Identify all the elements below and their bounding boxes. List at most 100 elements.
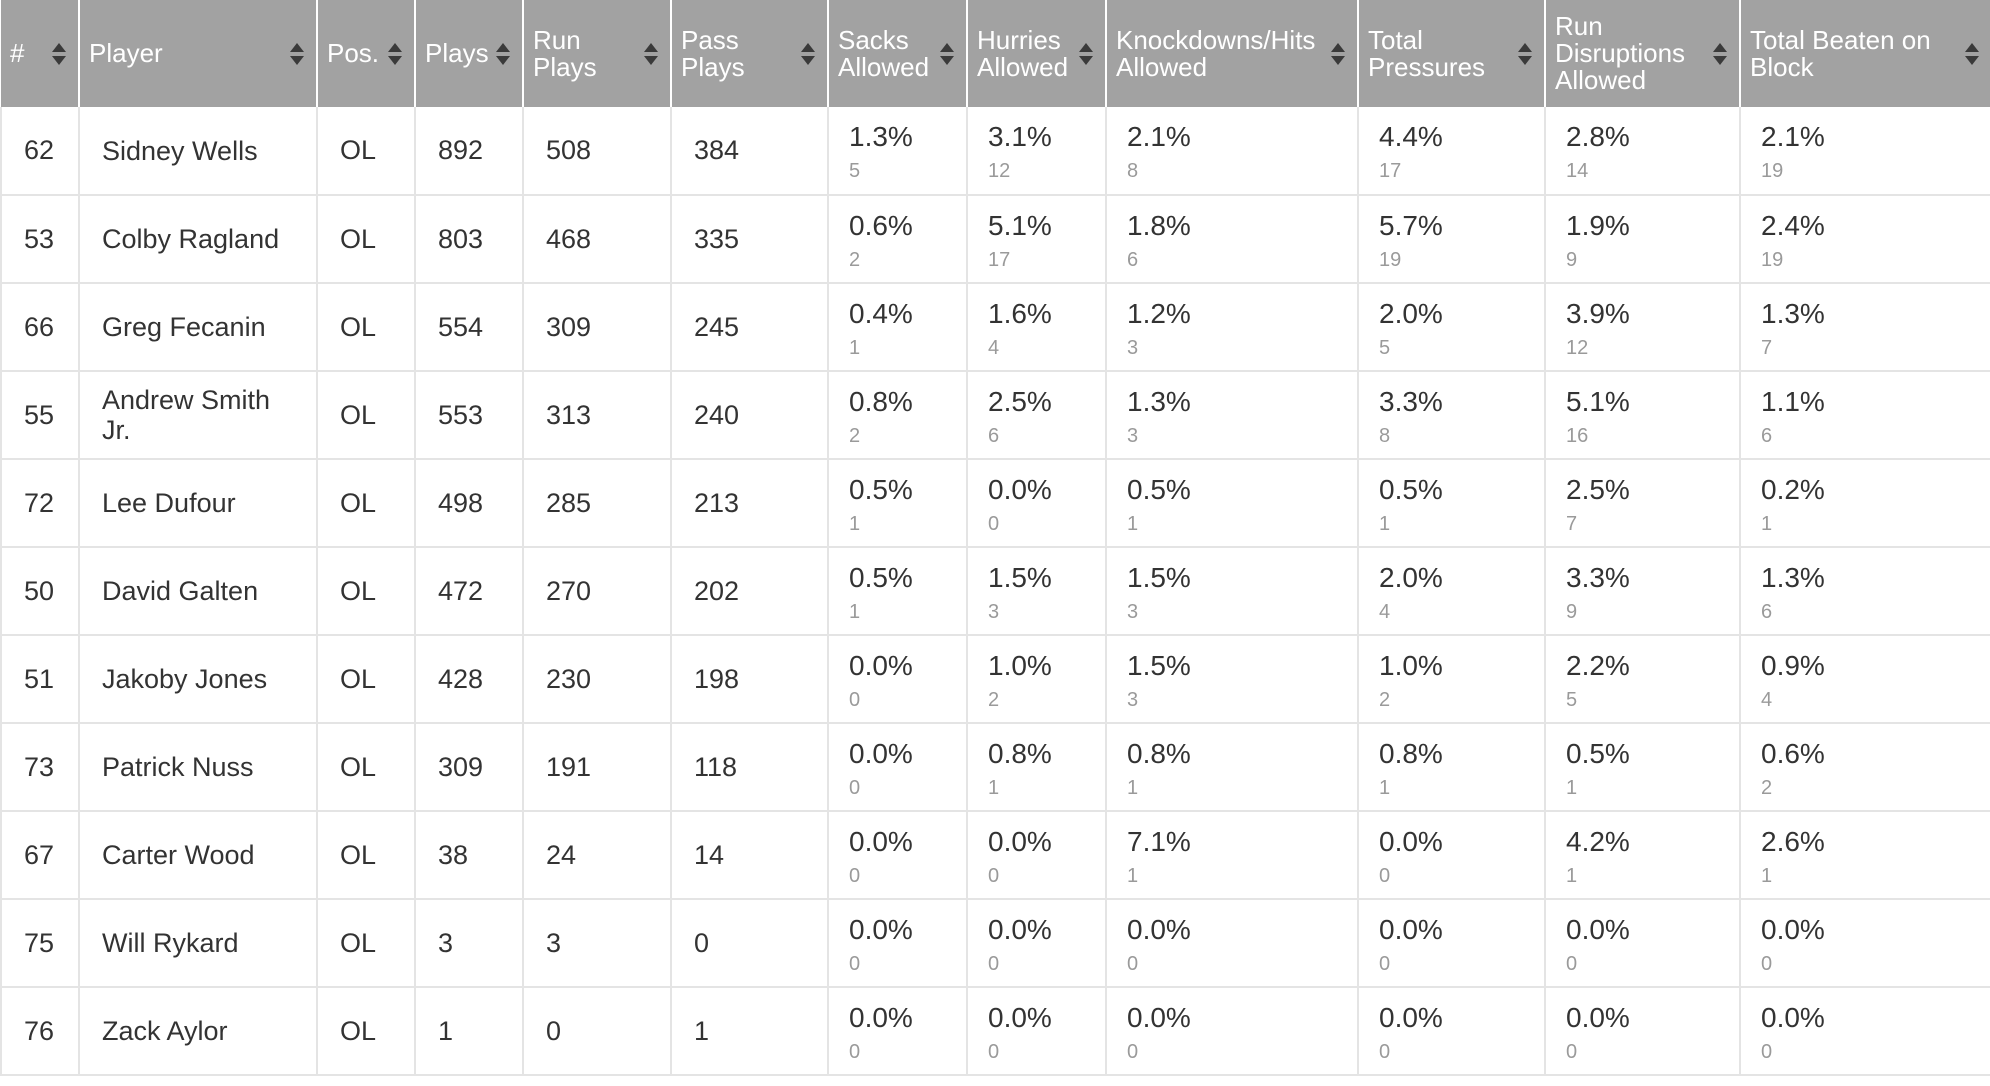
column-header-label: Sacks Allowed: [838, 24, 930, 82]
cell-num: 72: [0, 459, 80, 548]
column-header-pass-plays[interactable]: Pass Plays: [671, 0, 829, 107]
column-header-label: Total Beaten on Block: [1750, 24, 1931, 82]
column-header-pos[interactable]: Pos.: [317, 0, 416, 107]
cell-pass-plays: 14: [671, 811, 829, 900]
cell-plays: 1: [415, 987, 524, 1076]
cell-pos: OL: [317, 195, 416, 284]
sort-arrows-icon[interactable]: [644, 42, 658, 65]
stat-count: 19: [1761, 160, 1784, 182]
stat-count: 16: [1566, 425, 1589, 447]
stat-count: 0: [1127, 1041, 1139, 1063]
cell-run-disruptions: 0.5% 1: [1545, 723, 1741, 812]
stat-percent: 0.9%: [1761, 650, 1825, 681]
column-header-beaten[interactable]: Total Beaten on Block: [1740, 0, 1990, 107]
cell-sacks: 0.0% 0: [828, 635, 968, 724]
cell-run-disruptions: 2.8% 14: [1545, 107, 1741, 196]
stat-count: 6: [1761, 425, 1773, 447]
table-row: 51 Jakoby Jones OL 428 230 198 0.0% 0 1.0% 2 1.5% 3…: [0, 635, 1990, 724]
stat-count: 0: [849, 777, 861, 799]
cell-player: Sidney Wells: [79, 107, 318, 196]
stat-count: 0: [1127, 953, 1139, 975]
cell-player: David Galten: [79, 547, 318, 636]
sort-arrows-icon[interactable]: [388, 42, 402, 65]
cell-plays: 309: [415, 723, 524, 812]
cell-plays: 472: [415, 547, 524, 636]
stat-count: 7: [1761, 337, 1773, 359]
cell-pass-plays: 245: [671, 283, 829, 372]
cell-knockdowns: 0.5% 1: [1106, 459, 1359, 548]
stat-percent: 3.3%: [1379, 386, 1443, 417]
stat-percent: 1.3%: [1127, 386, 1191, 417]
cell-pressures: 1.0% 2: [1358, 635, 1546, 724]
cell-pressures: 0.8% 1: [1358, 723, 1546, 812]
cell-beaten: 2.4% 19: [1740, 195, 1990, 284]
column-header-player[interactable]: Player: [79, 0, 318, 107]
cell-pressures: 0.0% 0: [1358, 811, 1546, 900]
cell-run-disruptions: 4.2% 1: [1545, 811, 1741, 900]
stat-percent: 0.6%: [1761, 738, 1825, 769]
sort-arrows-icon[interactable]: [52, 42, 66, 65]
cell-sacks: 0.4% 1: [828, 283, 968, 372]
column-header-pressures[interactable]: Total Pressures: [1358, 0, 1546, 107]
stat-count: 17: [988, 249, 1011, 271]
sort-arrows-icon[interactable]: [1713, 42, 1727, 65]
cell-beaten: 1.3% 6: [1740, 547, 1990, 636]
cell-num: 73: [0, 723, 80, 812]
column-header-label: Run Disruptions Allowed: [1555, 11, 1686, 95]
stat-percent: 0.0%: [1379, 826, 1443, 857]
stat-percent: 2.8%: [1566, 121, 1630, 152]
cell-player: Carter Wood: [79, 811, 318, 900]
sort-arrows-icon[interactable]: [940, 42, 954, 65]
sort-arrows-icon[interactable]: [1518, 42, 1532, 65]
column-header-run-disruptions[interactable]: Run Disruptions Allowed: [1545, 0, 1741, 107]
column-header-hurries[interactable]: Hurries Allowed: [967, 0, 1107, 107]
sort-arrows-icon[interactable]: [1965, 42, 1979, 65]
sort-arrows-icon[interactable]: [1331, 42, 1345, 65]
stat-percent: 5.1%: [988, 210, 1052, 241]
cell-knockdowns: 1.5% 3: [1106, 635, 1359, 724]
stat-count: 9: [1566, 601, 1578, 623]
column-header-label: Plays: [425, 38, 489, 68]
stat-percent: 0.8%: [988, 738, 1052, 769]
cell-pressures: 0.0% 0: [1358, 987, 1546, 1076]
sort-arrows-icon[interactable]: [1079, 42, 1093, 65]
stat-percent: 1.9%: [1566, 210, 1630, 241]
table-row: 72 Lee Dufour OL 498 285 213 0.5% 1 0.0% 0 0.5% 1 0.…: [0, 459, 1990, 548]
cell-plays: 428: [415, 635, 524, 724]
table-row: 62 Sidney Wells OL 892 508 384 1.3% 5 3.1% 12 2.1%…: [0, 107, 1990, 196]
cell-run-disruptions: 3.3% 9: [1545, 547, 1741, 636]
column-header-plays[interactable]: Plays: [415, 0, 524, 107]
cell-knockdowns: 1.2% 3: [1106, 283, 1359, 372]
cell-knockdowns: 2.1% 8: [1106, 107, 1359, 196]
sort-arrows-icon[interactable]: [801, 42, 815, 65]
stat-percent: 0.0%: [1379, 1002, 1443, 1033]
cell-sacks: 0.0% 0: [828, 811, 968, 900]
stat-percent: 1.3%: [1761, 298, 1825, 329]
stat-percent: 0.8%: [849, 386, 913, 417]
cell-pressures: 5.7% 19: [1358, 195, 1546, 284]
sort-arrows-icon[interactable]: [496, 42, 510, 65]
stat-percent: 2.5%: [988, 386, 1052, 417]
column-header-knockdowns[interactable]: Knockdowns/Hits Allowed: [1106, 0, 1359, 107]
cell-num: 55: [0, 371, 80, 460]
cell-hurries: 5.1% 17: [967, 195, 1107, 284]
column-header-run-plays[interactable]: Run Plays: [523, 0, 672, 107]
stat-percent: 0.2%: [1761, 474, 1825, 505]
cell-pressures: 3.3% 8: [1358, 371, 1546, 460]
sort-arrows-icon[interactable]: [290, 42, 304, 65]
stat-percent: 2.6%: [1761, 826, 1825, 857]
column-header-sacks[interactable]: Sacks Allowed: [828, 0, 968, 107]
cell-player: Patrick Nuss: [79, 723, 318, 812]
cell-sacks: 0.0% 0: [828, 899, 968, 988]
table-header: # Player Pos. Plays Run Plays Pass Plays Sacks…: [1, 0, 1990, 107]
stat-percent: 0.0%: [849, 738, 913, 769]
column-header-num[interactable]: #: [1, 0, 80, 107]
cell-plays: 3: [415, 899, 524, 988]
cell-pos: OL: [317, 371, 416, 460]
stat-percent: 3.9%: [1566, 298, 1630, 329]
cell-pressures: 4.4% 17: [1358, 107, 1546, 196]
cell-sacks: 0.5% 1: [828, 459, 968, 548]
cell-plays: 554: [415, 283, 524, 372]
cell-run-disruptions: 1.9% 9: [1545, 195, 1741, 284]
